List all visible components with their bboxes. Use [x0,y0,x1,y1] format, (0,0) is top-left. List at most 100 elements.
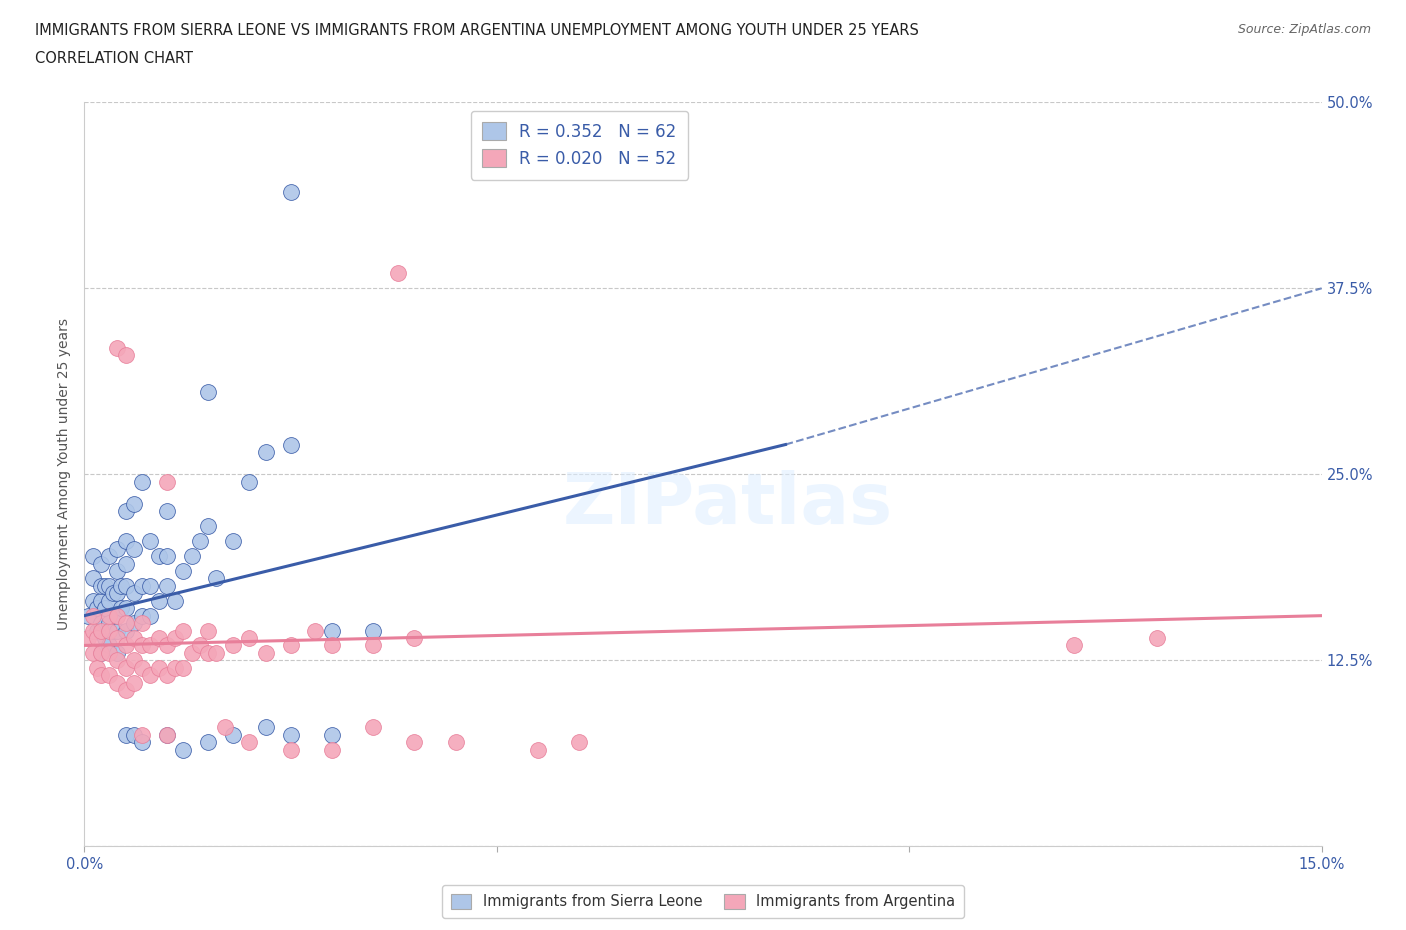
Point [82,549,104,564]
Legend: Immigrants from Sierra Leone, Immigrants from Argentina: Immigrants from Sierra Leone, Immigrants… [441,885,965,918]
Point [238,735,260,750]
Point [86,631,108,645]
Point [238,474,260,489]
Point [98,645,121,660]
Point [110,578,132,593]
Text: Source: ZipAtlas.com: Source: ZipAtlas.com [1237,23,1371,36]
Point [172,660,194,675]
Point [156,549,179,564]
Point [105,608,128,623]
Point [197,735,219,750]
Point [1063,638,1085,653]
Point [114,683,136,698]
Point [122,497,145,512]
Point [148,549,170,564]
Point [156,727,179,742]
Point [404,735,426,750]
Point [122,616,145,631]
Point [280,727,302,742]
Point [180,645,202,660]
Point [98,578,121,593]
Point [114,601,136,616]
Point [180,549,202,564]
Point [387,266,409,281]
Point [527,742,550,757]
Point [280,184,302,199]
Point [90,578,112,593]
Point [1146,631,1168,645]
Point [280,437,302,452]
Text: CORRELATION CHART: CORRELATION CHART [35,51,193,66]
Point [254,645,277,660]
Point [105,541,128,556]
Point [280,638,302,653]
Point [90,616,112,631]
Point [197,623,219,638]
Point [131,616,153,631]
Point [361,623,384,638]
Point [139,638,162,653]
Point [105,340,128,355]
Point [77,631,100,645]
Point [254,445,277,459]
Point [86,660,108,675]
Point [86,601,108,616]
Point [94,578,117,593]
Point [321,742,343,757]
Point [131,735,153,750]
Point [156,504,179,519]
Point [321,727,343,742]
Point [114,660,136,675]
Point [321,623,343,638]
Point [205,571,228,586]
Point [568,735,591,750]
Point [90,556,112,571]
Point [139,668,162,683]
Point [105,653,128,668]
Point [131,727,153,742]
Point [131,474,153,489]
Point [82,645,104,660]
Point [148,660,170,675]
Point [131,660,153,675]
Point [90,623,112,638]
Point [238,631,260,645]
Point [98,593,121,608]
Point [148,631,170,645]
Point [304,623,326,638]
Point [361,638,384,653]
Point [114,556,136,571]
Point [90,668,112,683]
Point [139,608,162,623]
Point [114,616,136,631]
Point [103,623,125,638]
Point [139,534,162,549]
Point [197,519,219,534]
Point [444,735,467,750]
Point [156,474,179,489]
Point [139,578,162,593]
Point [131,638,153,653]
Point [321,638,343,653]
Point [77,608,100,623]
Point [114,348,136,363]
Point [86,623,108,638]
Point [105,608,128,623]
Point [114,504,136,519]
Point [114,534,136,549]
Point [94,631,117,645]
Point [122,631,145,645]
Point [105,675,128,690]
Point [172,742,194,757]
Point [105,564,128,578]
Point [98,549,121,564]
Point [188,534,211,549]
Point [122,653,145,668]
Point [105,623,128,638]
Point [110,601,132,616]
Point [90,645,112,660]
Point [90,593,112,608]
Point [156,638,179,653]
Text: ZIPatlas: ZIPatlas [562,470,893,538]
Point [172,623,194,638]
